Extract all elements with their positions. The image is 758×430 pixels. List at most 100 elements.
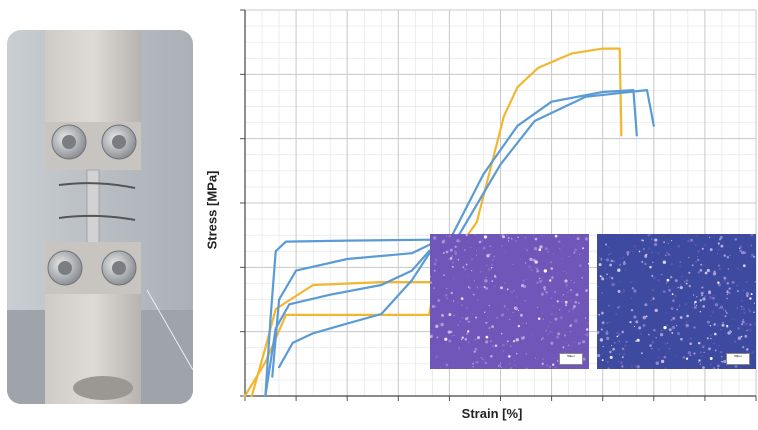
micrograph-grain (562, 264, 564, 266)
micrograph-grain (479, 241, 482, 244)
micrograph-grain (702, 305, 705, 308)
micrograph-grain (676, 325, 677, 326)
micrograph-grain (697, 256, 698, 257)
micrograph-grain (698, 342, 700, 344)
micrograph-grain (697, 250, 699, 252)
micrograph-grain (510, 346, 511, 347)
micrograph-grain (485, 260, 487, 262)
micrograph-grain (555, 318, 558, 321)
micrograph-grain (433, 368, 434, 369)
micrograph-grain (652, 262, 654, 264)
micrograph-grain (547, 251, 548, 252)
micrograph-grain (708, 347, 711, 350)
micrograph-grain (724, 280, 726, 282)
micrograph-grain (717, 365, 720, 368)
micrograph-grain (522, 336, 525, 339)
micrograph-grain (663, 241, 665, 243)
micrograph-grain (490, 355, 493, 358)
micrograph-grain (480, 271, 482, 273)
micrograph-grain (457, 302, 458, 303)
micrograph-grain (668, 253, 671, 256)
micrograph-grain (483, 329, 485, 331)
micrograph-grain (701, 355, 703, 357)
micrograph-grain (661, 274, 662, 275)
micrograph-grain (717, 253, 718, 254)
micrograph-grain (432, 251, 434, 253)
micrograph-grain (464, 249, 465, 250)
micrograph-grain (507, 341, 509, 343)
micrograph-grain (469, 249, 472, 252)
micrograph-grain (739, 248, 740, 249)
micrograph-grain (446, 364, 449, 367)
micrograph-grain (505, 251, 506, 252)
micrograph-grain (700, 351, 702, 353)
micrograph-grain (459, 321, 460, 322)
micrograph-background (597, 234, 756, 369)
micrograph-grain (631, 309, 633, 311)
micrograph-grain (637, 365, 640, 368)
micrograph-grain (636, 249, 637, 250)
micrograph-grain (735, 319, 736, 320)
micrograph-grain (568, 270, 570, 272)
micrograph-grain (680, 284, 682, 286)
micrograph-grain (535, 267, 536, 268)
micrograph-grain (608, 253, 610, 255)
micrograph-grain (491, 325, 494, 328)
micrograph-grain (434, 305, 436, 307)
micrograph-grain (741, 306, 743, 308)
micrograph-grain (651, 304, 652, 305)
micrograph-grain (619, 354, 620, 355)
micrograph-grain (555, 329, 556, 330)
micrograph-grain (434, 270, 436, 272)
micrograph-grain (651, 239, 652, 240)
micrograph-grain (709, 296, 712, 299)
micrograph-grain (647, 234, 649, 236)
micrograph-grain (437, 336, 438, 337)
micrograph-grain (489, 253, 491, 255)
micrograph-grain (503, 359, 504, 360)
micrograph-grain (441, 314, 444, 317)
micrograph-grain (751, 351, 754, 354)
micrograph-grain (602, 321, 605, 324)
micrograph-grain (667, 343, 668, 344)
micrograph-grain (686, 279, 689, 282)
micrograph-grain (566, 297, 569, 300)
micrograph-grain (508, 240, 509, 241)
micrograph-grain (644, 263, 646, 265)
micrograph-grain (726, 312, 728, 314)
micrograph-grain (708, 290, 710, 292)
micrograph-grain (430, 281, 432, 283)
micrograph-grain (550, 261, 552, 263)
micrograph-grain (578, 342, 581, 345)
micrograph-grain (753, 311, 755, 313)
micrograph-grain (533, 266, 535, 268)
micrograph-grain (435, 259, 438, 262)
micrograph-grain (476, 250, 477, 251)
micrograph-grain (688, 351, 691, 354)
micrograph-grain (694, 306, 697, 309)
series-line-6 (456, 90, 654, 240)
micrograph-grain (556, 333, 557, 334)
micrograph-grain (565, 301, 568, 304)
micrograph-grain (513, 312, 514, 313)
micrograph-grain (726, 325, 728, 327)
micrograph-grain (685, 304, 686, 305)
micrograph-grain (612, 348, 615, 351)
micrograph-grain (606, 322, 608, 324)
micrograph-grain (696, 296, 697, 297)
micrograph-grain (735, 238, 738, 241)
micrograph-grain (474, 348, 477, 351)
micrograph-grain (531, 269, 533, 271)
micrograph-grain (651, 275, 653, 277)
micrograph-grain (472, 363, 474, 365)
micrograph-grain (480, 287, 481, 288)
micrograph-grain (453, 328, 456, 331)
micrograph-grain (623, 353, 625, 355)
micrograph-grain (631, 298, 632, 299)
micrograph-grain (597, 354, 600, 357)
micrograph-grain (516, 338, 519, 341)
micrograph-grain (453, 352, 454, 353)
micrograph-grain (453, 300, 454, 301)
micrograph-grain (742, 289, 744, 291)
micrograph-grain (484, 286, 486, 288)
